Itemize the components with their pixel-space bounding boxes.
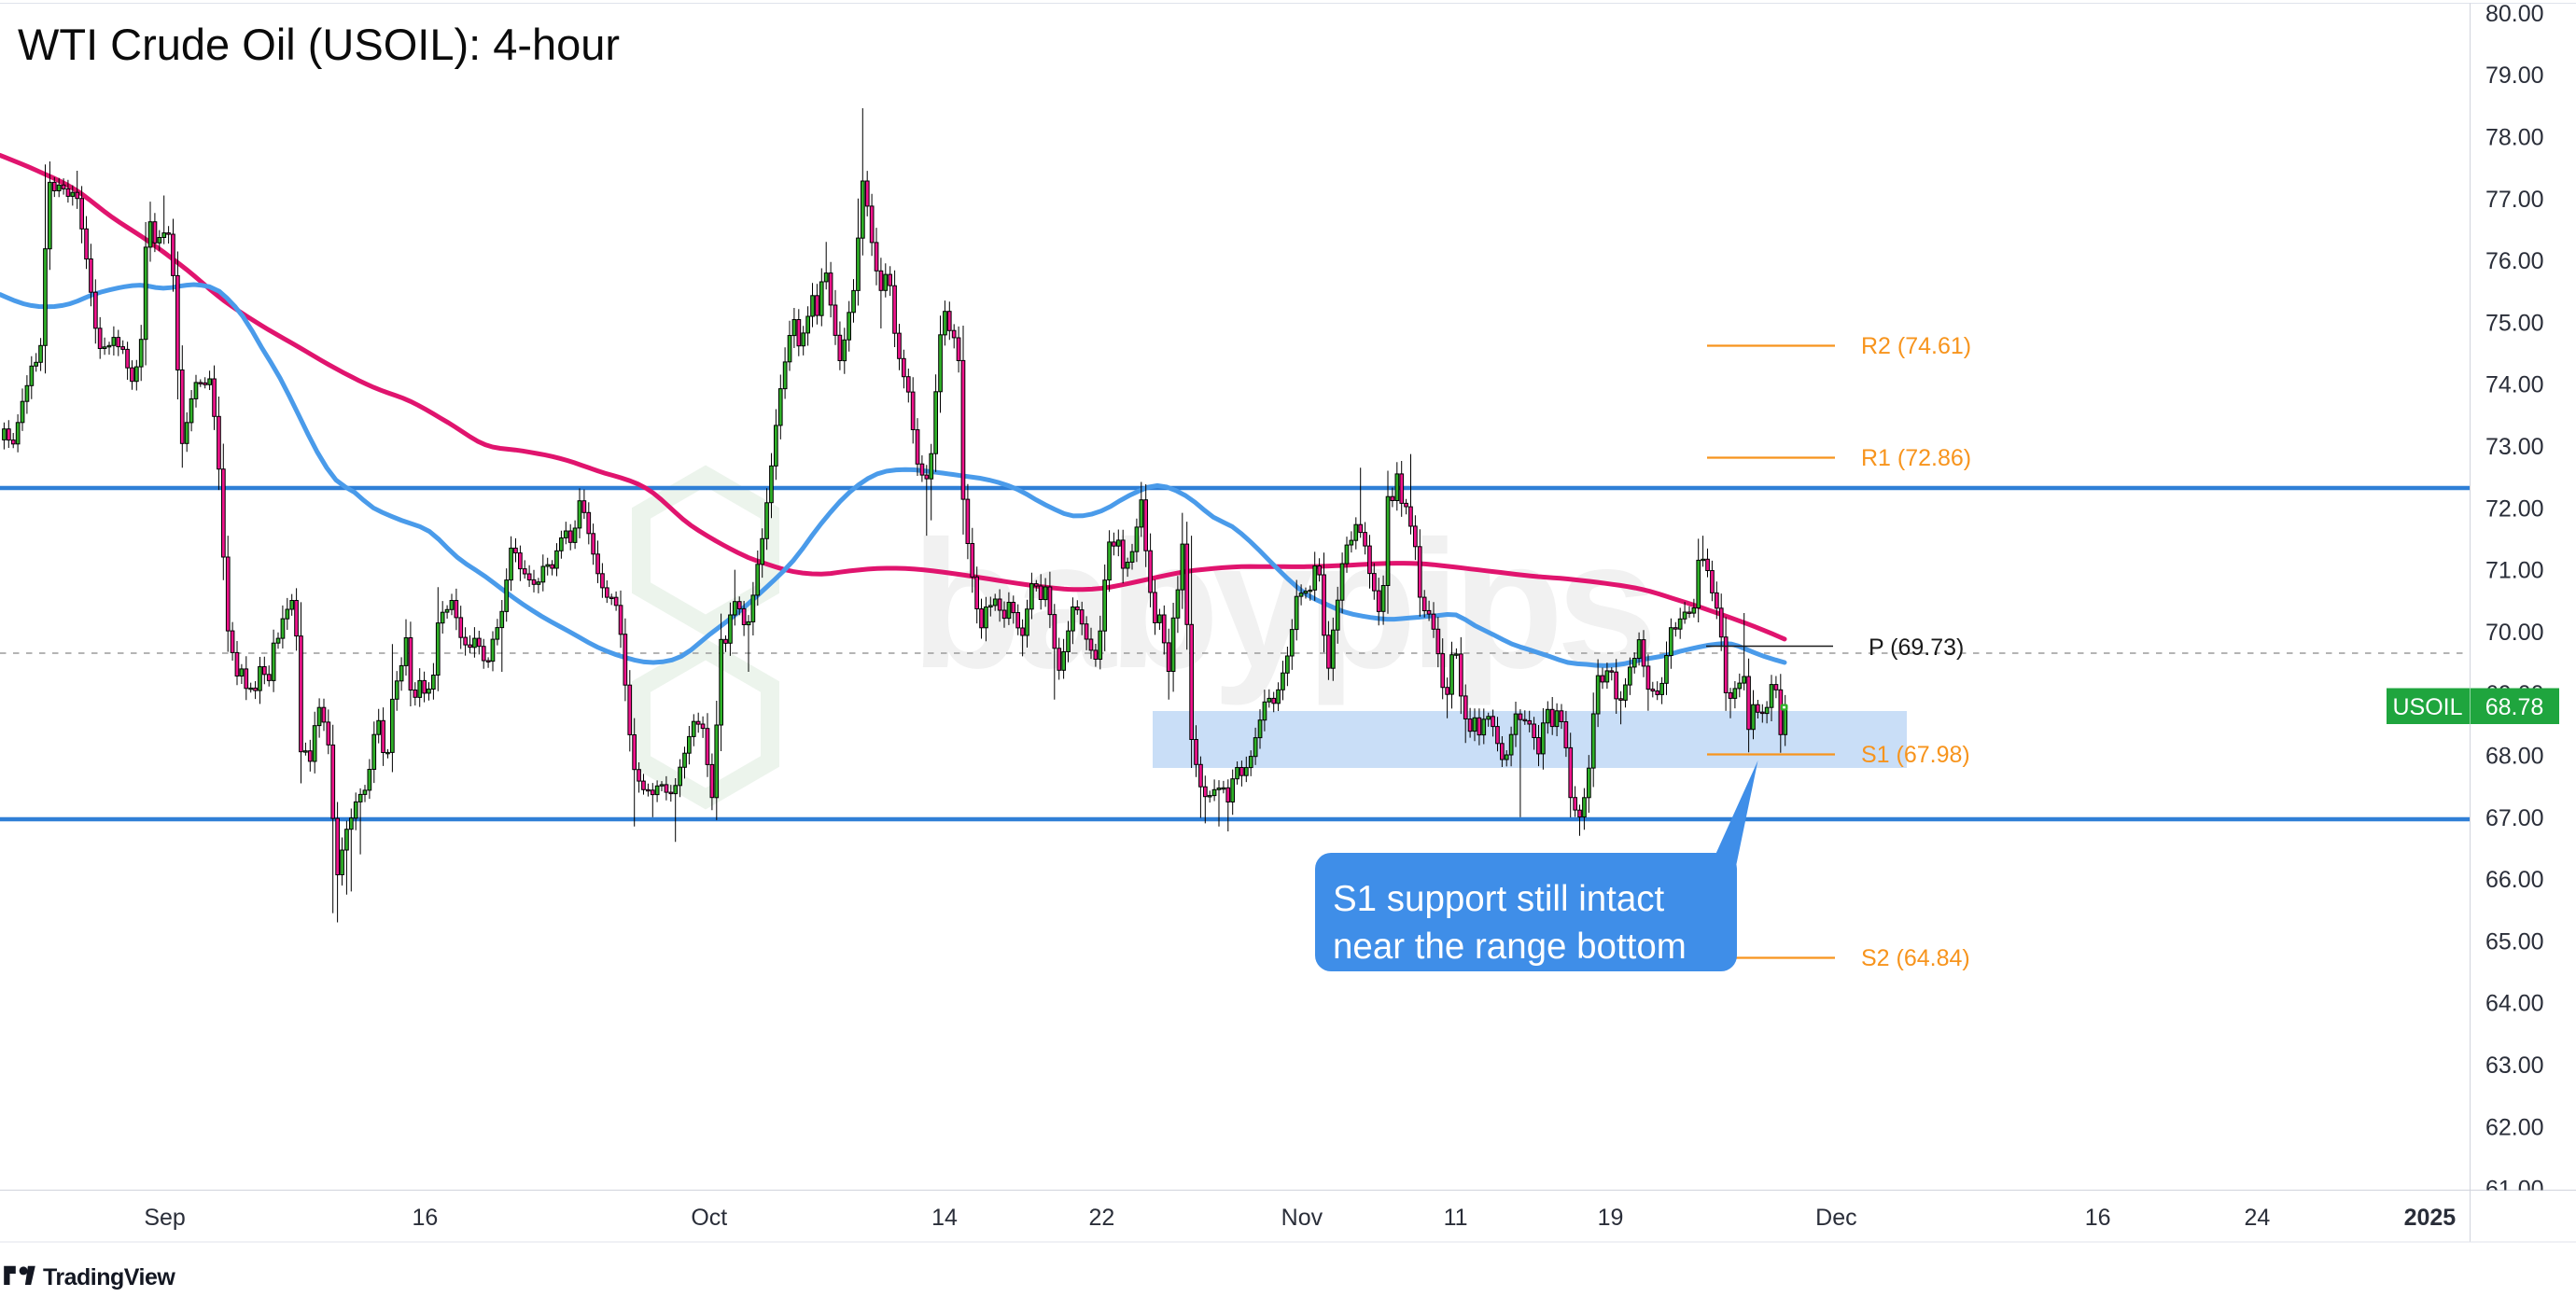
svg-text:80.00: 80.00 [2485, 1, 2544, 27]
svg-text:22: 22 [1088, 1205, 1114, 1231]
svg-text:16: 16 [2085, 1205, 2111, 1231]
svg-text:Oct: Oct [691, 1205, 727, 1231]
svg-text:65.00: 65.00 [2485, 928, 2544, 955]
svg-text:76.00: 76.00 [2485, 248, 2544, 274]
svg-text:67.00: 67.00 [2485, 805, 2544, 831]
svg-text:16: 16 [412, 1205, 438, 1231]
svg-text:R1 (72.86): R1 (72.86) [1861, 445, 1971, 471]
svg-text:68.78: 68.78 [2485, 694, 2544, 720]
svg-text:S2 (64.84): S2 (64.84) [1861, 945, 1970, 971]
svg-text:79.00: 79.00 [2485, 63, 2544, 89]
svg-text:WTI Crude Oil (USOIL): 4-hour: WTI Crude Oil (USOIL): 4-hour [18, 20, 620, 69]
svg-text:Nov: Nov [1281, 1205, 1323, 1231]
svg-text:66.00: 66.00 [2485, 867, 2544, 893]
svg-text:USOIL: USOIL [2392, 694, 2462, 720]
svg-text:64.00: 64.00 [2485, 991, 2544, 1017]
svg-text:70.00: 70.00 [2485, 620, 2544, 646]
svg-text:72.00: 72.00 [2485, 495, 2544, 522]
svg-text:24: 24 [2244, 1205, 2270, 1231]
svg-text:73.00: 73.00 [2485, 434, 2544, 460]
svg-text:2025: 2025 [2404, 1205, 2457, 1231]
svg-text:babypips: babypips [911, 503, 1651, 706]
svg-text:74.00: 74.00 [2485, 372, 2544, 398]
svg-text:Dec: Dec [1815, 1205, 1856, 1231]
svg-text:75.00: 75.00 [2485, 310, 2544, 336]
svg-text:R2 (74.61): R2 (74.61) [1861, 333, 1971, 359]
svg-text:63.00: 63.00 [2485, 1053, 2544, 1079]
svg-text:71.00: 71.00 [2485, 558, 2544, 584]
svg-text:61.00: 61.00 [2485, 1177, 2544, 1203]
svg-text:P (69.73): P (69.73) [1869, 635, 1964, 661]
svg-text:S1 support still intact: S1 support still intact [1333, 879, 1665, 919]
svg-text:TradingView: TradingView [43, 1264, 175, 1290]
svg-text:near the range bottom: near the range bottom [1333, 927, 1687, 967]
svg-text:77.00: 77.00 [2485, 187, 2544, 213]
svg-text:11: 11 [1444, 1205, 1468, 1231]
svg-text:Sep: Sep [144, 1205, 185, 1231]
svg-text:14: 14 [931, 1205, 958, 1231]
svg-text:62.00: 62.00 [2485, 1114, 2544, 1140]
svg-text:78.00: 78.00 [2485, 125, 2544, 151]
svg-text:68.00: 68.00 [2485, 744, 2544, 770]
svg-text:19: 19 [1598, 1205, 1624, 1231]
svg-text:S1 (67.98): S1 (67.98) [1861, 742, 1970, 768]
